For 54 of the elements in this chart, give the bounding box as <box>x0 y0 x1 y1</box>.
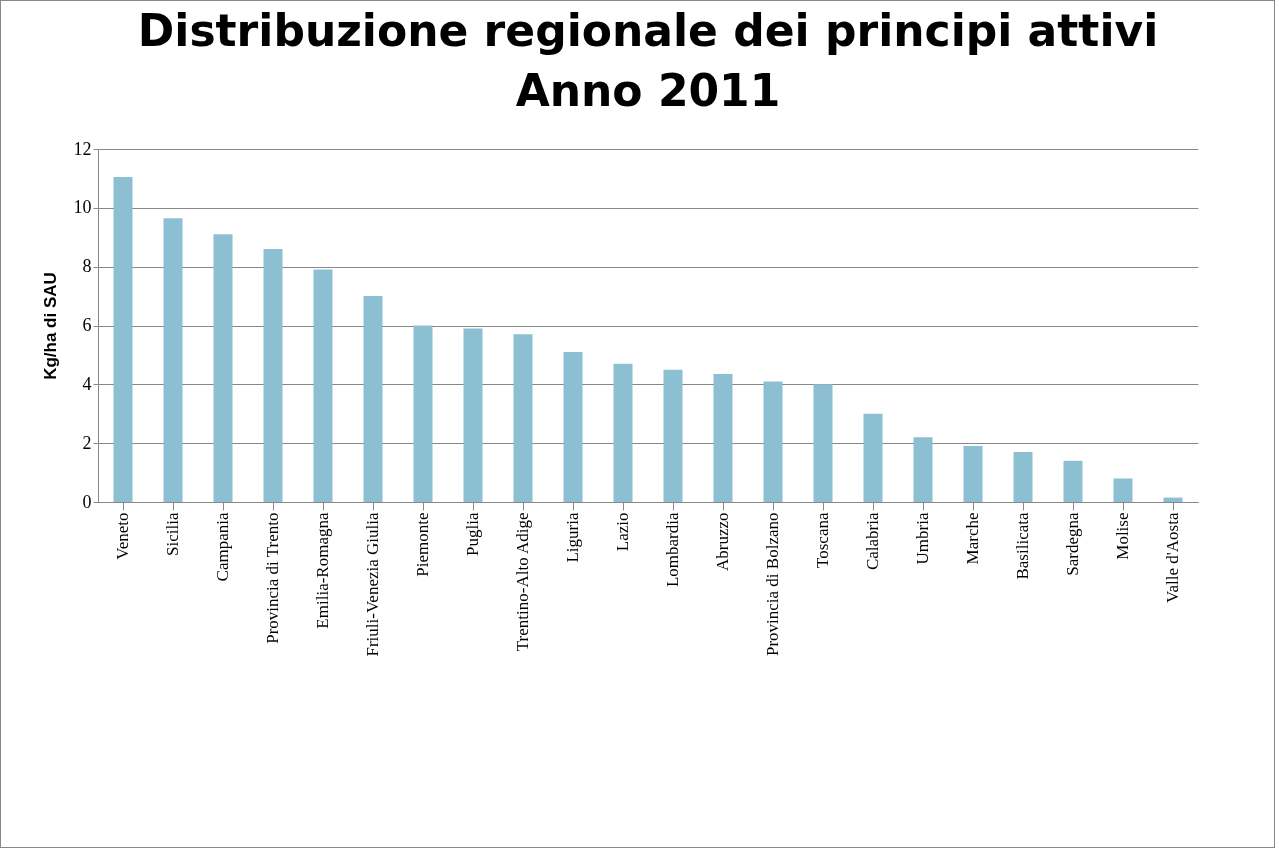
x-tick-label: Umbria <box>913 512 932 565</box>
bar <box>513 334 533 502</box>
x-tick-label: Campania <box>213 512 232 582</box>
bar <box>413 325 433 502</box>
y-tick-label: 10 <box>73 197 92 218</box>
x-tick-label: Provincia di Bolzano <box>763 512 782 657</box>
x-tick-label: Molise <box>1113 512 1132 560</box>
x-tick-label: Trentino-Alto Adige <box>513 512 532 652</box>
bar <box>263 249 283 502</box>
bar <box>863 413 883 502</box>
x-tick-label: Emilia-Romagna <box>313 512 332 629</box>
text: Distribuzione regionale dei principi attivi <box>137 5 1159 56</box>
y-tick-label: 4 <box>82 373 92 394</box>
bar <box>563 351 583 502</box>
bar <box>613 363 633 502</box>
x-tick-label: Lazio <box>613 512 632 552</box>
bar <box>1113 478 1133 502</box>
text: Anno 2011 <box>515 65 781 116</box>
bar <box>163 218 183 502</box>
x-tick-label: Veneto <box>113 512 132 560</box>
bar <box>463 328 483 502</box>
x-tick-label: Sicilia <box>163 512 182 556</box>
bar <box>813 384 833 502</box>
x-tick-label: Provincia di Trento <box>263 512 282 644</box>
y-tick-label: 2 <box>82 432 92 453</box>
y-tick-label: 12 <box>73 138 92 159</box>
x-tick-label: Basilicata <box>1013 512 1032 580</box>
x-tick-label: Marche <box>963 512 982 565</box>
bar <box>963 446 983 502</box>
y-tick-label: 6 <box>82 315 92 335</box>
x-tick-label: Calabria <box>863 512 882 571</box>
bar <box>213 234 233 502</box>
bar <box>1063 460 1083 502</box>
y-axis-title: Kg/ha di SAU <box>40 272 60 380</box>
x-tick-label: Toscana <box>813 512 832 568</box>
x-tick-label: Lombardia <box>663 512 682 588</box>
x-tick-label: Puglia <box>463 512 482 556</box>
y-tick-label: 8 <box>82 256 92 277</box>
x-tick-label: Sardegna <box>1063 512 1082 576</box>
bar <box>763 381 783 502</box>
x-tick-label: Friuli-Venezia Giulia <box>363 512 382 657</box>
bar <box>1013 451 1033 502</box>
bar <box>363 296 383 502</box>
bar <box>663 369 683 502</box>
x-tick-label: Abruzzo <box>713 512 732 572</box>
bar <box>113 176 133 502</box>
bar <box>313 269 333 502</box>
bar <box>1163 497 1183 502</box>
y-tick-label: 0 <box>82 491 92 512</box>
x-tick-label: Piemonte <box>413 512 432 577</box>
bar <box>913 437 933 502</box>
x-tick-label: Valle d'Aosta <box>1163 512 1182 603</box>
bar <box>713 374 733 502</box>
x-tick-label: Liguria <box>563 512 582 563</box>
